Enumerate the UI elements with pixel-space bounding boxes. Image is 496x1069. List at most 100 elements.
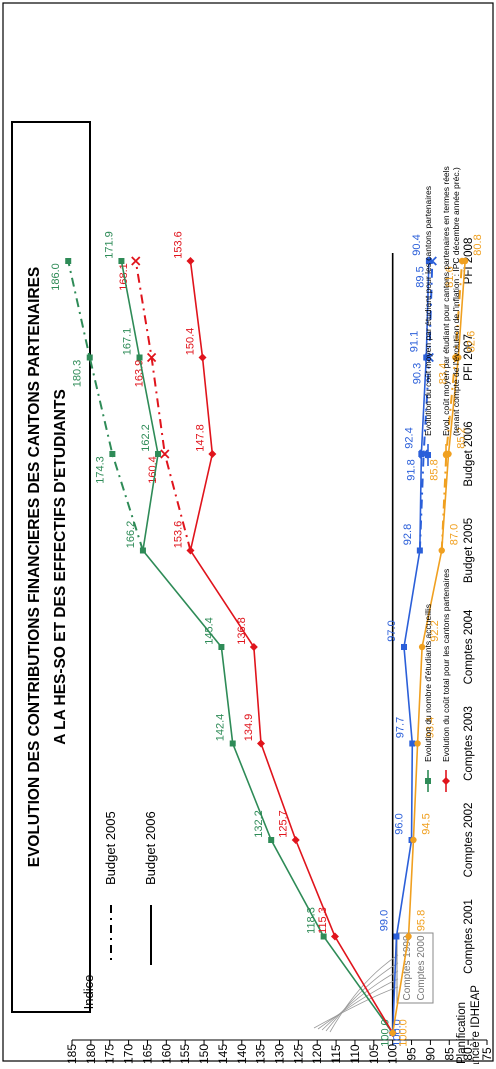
- series-label-1-5: 153.6: [172, 521, 184, 549]
- value-tick-label-100: 100: [386, 1044, 400, 1064]
- legend-marker-0: [425, 778, 431, 784]
- value-tick-label-95: 95: [405, 1047, 419, 1061]
- series-point-1-7: [198, 353, 207, 362]
- value-axis-label: Indice: [81, 975, 96, 1010]
- value-tick-label-125: 125: [291, 1044, 305, 1064]
- series-point-1-4: [249, 643, 258, 651]
- value-tick-label-160: 160: [159, 1044, 173, 1064]
- category-label-2-0: Comptes 2002: [463, 803, 475, 878]
- series-label-1-1: 115.3: [317, 907, 329, 934]
- series-label-0-5: 166.2: [125, 521, 137, 549]
- budget2005-point-students-3: [65, 258, 72, 264]
- series-point-3-3: [414, 740, 421, 747]
- value-tick-label-135: 135: [254, 1044, 268, 1064]
- category-label-3-0: Comptes 2003: [463, 706, 475, 781]
- series-point-2-8: [425, 258, 432, 264]
- callout-label-1: Comptes 2000: [416, 935, 427, 1000]
- budget2005-label-students-2: 180.3: [72, 360, 84, 388]
- series-label-0-4: 145.4: [203, 617, 215, 645]
- series-label-2-4: 97.0: [386, 620, 398, 641]
- series-point-0-6: [155, 451, 162, 457]
- series-label-3-0: 100.0: [398, 1019, 410, 1047]
- budget2005-point-total-1: [160, 449, 170, 459]
- series-label-3-6: 85.2: [456, 427, 468, 448]
- callout-leader-0: [329, 954, 399, 1033]
- series-point-1-1: [330, 932, 339, 941]
- budget2005-label-real-3: 81.6: [444, 266, 456, 287]
- category-label-7-0: PFI 2007: [463, 334, 475, 381]
- value-tick-label-130: 130: [273, 1044, 287, 1064]
- series-point-2-3: [409, 740, 416, 747]
- value-tick-label-120: 120: [310, 1044, 324, 1064]
- budget2005-line-students: [67, 260, 144, 551]
- category-label-8-0: PFI 2008: [463, 238, 475, 285]
- series-point-3-7: [455, 354, 462, 361]
- series-label-0-8: 171.9: [103, 231, 115, 259]
- title-box: EVOLUTION DES CONTRIBUTIONS FINANCIERES …: [11, 121, 91, 1013]
- budget2005-point-students-2: [86, 354, 93, 361]
- series-point-2-1: [393, 933, 400, 940]
- series-label-3-1: 95.8: [416, 910, 428, 931]
- value-tick-label-80: 80: [461, 1047, 475, 1061]
- value-tick-label-90: 90: [423, 1047, 437, 1061]
- category-label-0-0: Planification: [456, 1002, 468, 1064]
- value-tick-label-150: 150: [197, 1044, 211, 1064]
- series-label-1-4: 136.8: [236, 617, 248, 645]
- legend-marker-3: [442, 451, 450, 459]
- series-label-1-7: 150.4: [185, 328, 197, 356]
- series-point-0-2: [268, 837, 275, 843]
- value-tick-label-180: 180: [84, 1044, 98, 1064]
- series-point-1-8: [186, 257, 195, 265]
- series-label-1-8: 153.6: [172, 231, 184, 259]
- value-tick-label-170: 170: [122, 1044, 136, 1064]
- series-point-2-7: [423, 354, 430, 361]
- series-point-3-5: [438, 547, 445, 554]
- series-label-2-1: 99.0: [378, 910, 390, 931]
- series-label-2-3: 97.7: [394, 717, 406, 738]
- budget2005-label-real-1: 85.8: [428, 459, 440, 480]
- series-point-1-2: [291, 836, 300, 844]
- chart-title-line2: A LA HES-SO ET DES EFFECTIFS D'ETUDIANTS: [52, 389, 69, 745]
- series-point-0-7: [136, 354, 143, 361]
- series-point-2-6: [418, 451, 425, 457]
- budget2005-label-avg-3: 89.5: [414, 266, 426, 287]
- budget2005-line-total: [134, 260, 192, 551]
- value-tick-label-105: 105: [367, 1044, 381, 1064]
- legend-marker-1: [442, 777, 450, 785]
- series-point-3-8: [461, 257, 469, 265]
- budget2005-label-avg-2: 90.3: [411, 363, 423, 384]
- series-label-2-2: 96.0: [394, 813, 406, 834]
- series-label-2-6: 92.4: [403, 427, 415, 448]
- series-label-3-7: 82.6: [465, 331, 477, 352]
- series-point-3-4: [418, 643, 426, 651]
- category-label-5-0: Budget 2005: [463, 518, 475, 583]
- value-tick-label-175: 175: [103, 1044, 117, 1064]
- legend-marker-2: [425, 452, 431, 458]
- value-tick-label-185: 185: [65, 1044, 79, 1064]
- legend-label-line2-3: (tenant compte de l'évolutiion de l'infl…: [451, 167, 461, 436]
- series-point-1-5: [186, 546, 195, 555]
- budget2005-label-real-2: 83.4: [437, 363, 449, 384]
- callout-leader-2: [321, 970, 399, 1031]
- series-point-0-5: [139, 547, 146, 554]
- style-legend-label-1: Budget 2006: [143, 811, 158, 885]
- style-legend-label-0: Budget 2005: [103, 811, 118, 885]
- chart-title-line1: EVOLUTION DES CONTRIBUTIONS FINANCIERES …: [26, 267, 43, 868]
- series-label-3-2: 94.5: [420, 813, 432, 834]
- series-point-0-3: [229, 740, 236, 747]
- series-label-0-2: 132.2: [253, 810, 265, 838]
- value-tick-label-145: 145: [216, 1044, 230, 1064]
- budget2005-line-real: [440, 260, 464, 551]
- category-label-0-1: financière IDHEAP: [470, 985, 482, 1064]
- legend-label-2: Evolution du coût moyen par étudiant pou…: [423, 186, 433, 436]
- legend-label-1: Evolution du coût total pour les cantons…: [441, 569, 451, 762]
- category-label-1-0: Comptes 2001: [463, 899, 475, 974]
- series-label-3-4: 92.2: [429, 620, 441, 641]
- series-label-3-3: 93.4: [425, 717, 437, 738]
- series-point-1-6: [208, 450, 217, 458]
- series-point-2-5: [416, 547, 423, 554]
- series-label-0-6: 162.2: [140, 424, 152, 452]
- series-point-0-4: [218, 644, 225, 650]
